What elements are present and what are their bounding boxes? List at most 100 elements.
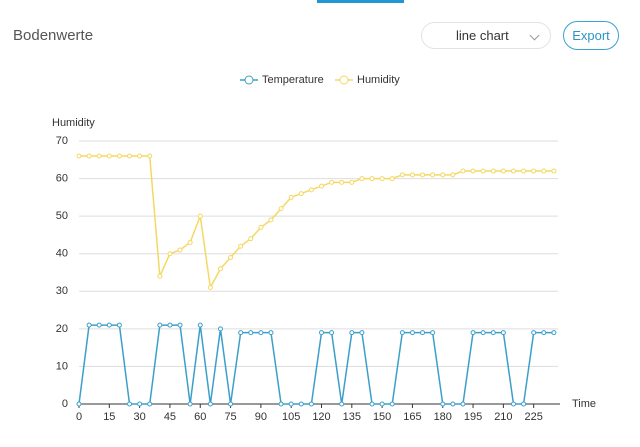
data-point <box>460 168 466 174</box>
data-point <box>440 401 446 407</box>
data-point <box>319 330 324 336</box>
data-point <box>278 206 284 212</box>
y-tick-label: 70 <box>56 135 68 147</box>
data-point <box>228 254 234 260</box>
x-tick-label: 75 <box>224 411 236 423</box>
data-point <box>288 194 294 200</box>
data-point <box>137 401 143 407</box>
series-line <box>78 324 554 405</box>
data-point <box>470 168 476 174</box>
data-point <box>541 330 547 336</box>
x-axis-label: Time <box>572 398 596 410</box>
data-point <box>521 401 527 407</box>
data-point <box>288 401 294 407</box>
data-point <box>541 168 547 174</box>
y-tick-label: 30 <box>56 285 68 297</box>
data-point <box>329 330 335 336</box>
data-point <box>329 179 335 185</box>
data-point <box>157 322 163 328</box>
data-point <box>490 168 496 174</box>
data-point <box>531 330 537 336</box>
y-tick-label: 50 <box>56 210 68 222</box>
legend-label: Temperature <box>262 74 324 86</box>
data-point <box>500 330 506 336</box>
data-point <box>379 176 385 182</box>
x-tick-label: 195 <box>464 411 482 423</box>
data-point <box>450 172 456 178</box>
data-point <box>228 401 234 407</box>
data-point <box>86 153 92 159</box>
data-point <box>420 330 426 336</box>
data-point <box>187 239 193 245</box>
data-point <box>409 330 415 336</box>
data-point <box>521 168 527 174</box>
x-tick-label: 225 <box>525 411 543 423</box>
data-point <box>217 266 223 272</box>
data-point <box>430 172 436 178</box>
data-point <box>339 179 345 185</box>
data-point <box>359 176 365 182</box>
data-point <box>409 172 415 178</box>
data-point <box>147 153 153 159</box>
data-point <box>207 285 213 291</box>
data-point <box>490 330 496 336</box>
data-point <box>258 330 264 336</box>
data-point <box>551 168 557 174</box>
x-tick-label: 150 <box>373 411 391 423</box>
data-point <box>551 330 557 336</box>
data-point <box>399 330 405 336</box>
data-point <box>248 330 254 336</box>
data-point <box>197 322 203 328</box>
x-tick-label: 210 <box>494 411 512 423</box>
data-point <box>238 243 244 249</box>
x-tick-label: 120 <box>312 411 330 423</box>
y-tick-label: 40 <box>56 248 68 260</box>
data-point <box>116 153 122 159</box>
data-point <box>510 401 516 407</box>
data-point <box>157 273 163 279</box>
data-point <box>268 330 274 336</box>
data-point <box>450 401 456 407</box>
x-tick-label: 105 <box>282 411 300 423</box>
data-point <box>106 153 112 159</box>
data-point <box>177 247 183 253</box>
data-point <box>258 224 264 230</box>
data-point <box>359 330 365 336</box>
data-point <box>369 401 375 407</box>
chart-type-dropdown[interactable]: line chart <box>421 22 551 49</box>
active-tab-indicator <box>317 0 404 3</box>
data-point <box>500 168 506 174</box>
data-point <box>319 183 324 189</box>
data-point <box>440 172 446 178</box>
x-tick-label: 60 <box>194 411 206 423</box>
data-point <box>308 401 314 407</box>
data-point <box>106 322 112 328</box>
data-point <box>298 401 304 407</box>
export-button[interactable]: Export <box>563 21 619 50</box>
data-point <box>389 401 395 407</box>
data-point <box>187 401 193 407</box>
y-tick-label: 10 <box>56 360 68 372</box>
data-point <box>248 236 254 242</box>
data-point <box>389 176 395 182</box>
x-tick-label: 15 <box>103 411 115 423</box>
legend-item[interactable]: Temperature <box>240 74 324 86</box>
x-tick-label: 30 <box>134 411 146 423</box>
data-point <box>127 401 133 407</box>
data-point <box>308 187 314 193</box>
legend-item[interactable]: Humidity <box>335 74 400 86</box>
dropdown-label: line chart <box>456 28 509 43</box>
data-point <box>460 401 466 407</box>
x-tick-label: 180 <box>434 411 452 423</box>
data-point <box>96 322 102 328</box>
data-point <box>399 172 405 178</box>
data-point <box>298 191 304 197</box>
data-point <box>217 326 223 332</box>
data-point <box>76 401 82 407</box>
x-tick-label: 0 <box>76 411 82 423</box>
legend-marker <box>244 75 254 85</box>
data-point <box>480 330 486 336</box>
data-point <box>207 401 213 407</box>
